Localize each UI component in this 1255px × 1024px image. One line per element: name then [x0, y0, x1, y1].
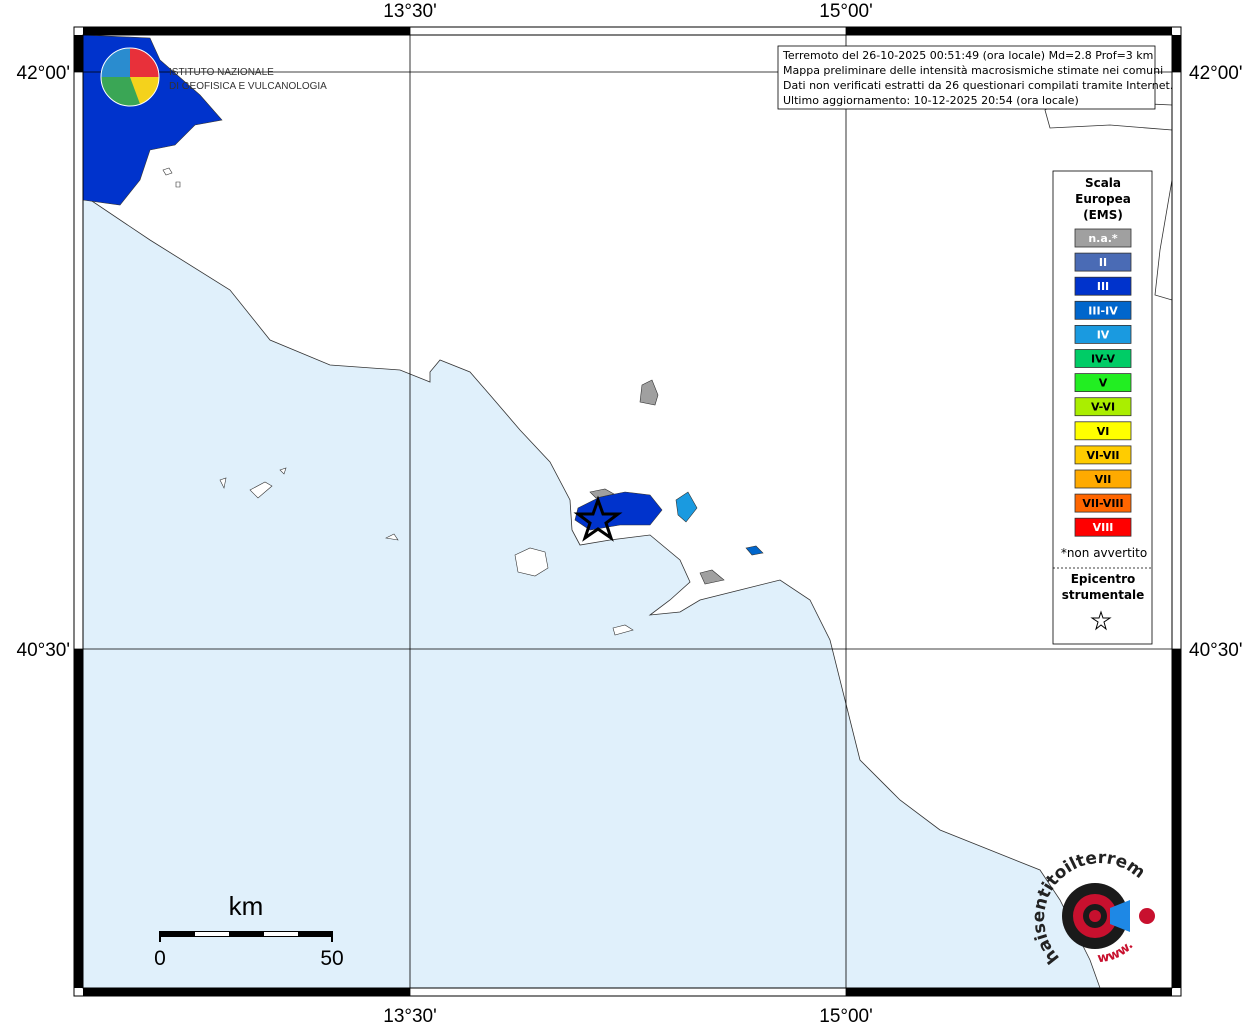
graticule [74, 27, 1181, 996]
info-line: Mappa preliminare delle intensità macros… [783, 64, 1163, 77]
lon-label: 13°30' [383, 1, 437, 22]
ingv-logo: ISTITUTO NAZIONALE DI GEOFISICA E VULCAN… [100, 47, 327, 107]
legend: Scala Europea (EMS) *non avvertito Epice… [1052, 170, 1153, 645]
scale-bar: km 0 50 [154, 891, 344, 970]
legend-title: (EMS) [1083, 208, 1123, 222]
legend-swatch [1074, 300, 1132, 320]
legend-swatch [1074, 228, 1132, 248]
legend-label: VII-VIII [1082, 497, 1123, 510]
legend-swatch [1074, 397, 1132, 417]
frame [73, 26, 1182, 997]
legend-label: VII [1095, 473, 1112, 486]
island [162, 167, 181, 188]
legend-swatch [1074, 373, 1132, 393]
legend-swatch [1074, 517, 1132, 537]
lat-label: 40°30' [17, 640, 71, 661]
logo-text: DI GEOFISICA E VULCANOLOGIA [169, 81, 327, 92]
legend-label: VIII [1093, 521, 1114, 534]
lon-label: 13°30' [383, 1006, 437, 1024]
legend-swatch [1074, 469, 1132, 489]
legend-label: IV-V [1091, 353, 1116, 366]
legend-swatch [1074, 445, 1132, 465]
region-na [639, 379, 659, 406]
legend-label: IV [1097, 328, 1110, 341]
region-iii-iv [745, 545, 764, 556]
info-line: Dati non verificati estratti da 26 quest… [783, 79, 1173, 92]
info-box [777, 45, 1156, 110]
lat-label: 40°30' [1189, 640, 1243, 661]
legend-star [1090, 610, 1112, 631]
legend-epicenter: strumentale [1062, 588, 1145, 602]
scale-label: 0 [154, 947, 166, 970]
lon-label: 15°00' [819, 1006, 873, 1024]
legend-label: V [1099, 377, 1108, 390]
region-na [589, 488, 615, 499]
legend-swatch [1074, 276, 1132, 296]
legend-swatch [1074, 349, 1132, 368]
legend-label: VI-VII [1086, 449, 1119, 462]
legend-label: III-IV [1088, 304, 1118, 317]
epicenter-star [573, 495, 623, 542]
lat-label: 42°00' [1189, 63, 1243, 84]
legend-label: V-VI [1091, 401, 1115, 414]
legend-label: III [1097, 280, 1109, 293]
legend-label: n.a.* [1088, 232, 1118, 245]
lon-label: 15°00' [819, 1, 873, 22]
island [612, 624, 634, 636]
scale-label: 50 [320, 947, 343, 970]
legend-title: Europea [1075, 192, 1131, 206]
region-iv [675, 491, 698, 523]
legend-swatch [1074, 324, 1132, 344]
logo-text: ISTITUTO NAZIONALE [169, 67, 274, 78]
region-na [699, 569, 725, 585]
scale-unit: km [229, 891, 264, 921]
legend-label: II [1099, 256, 1107, 269]
legend-title: Scala [1085, 176, 1121, 190]
legend-swatch [1074, 421, 1132, 441]
island [219, 467, 399, 541]
legend-swatch [1074, 493, 1132, 513]
legend-note: *non avvertito [1061, 546, 1147, 560]
info-line: Terremoto del 26-10-2025 00:51:49 (ora l… [782, 49, 1153, 62]
legend-epicenter: Epicentro [1071, 572, 1136, 586]
legend-label: VI [1097, 425, 1110, 438]
lat-label: 42°00' [17, 63, 71, 84]
info-line: Ultimo aggiornamento: 10-12-2025 20:54 (… [783, 94, 1079, 107]
island [514, 547, 549, 577]
legend-swatch [1074, 252, 1132, 272]
